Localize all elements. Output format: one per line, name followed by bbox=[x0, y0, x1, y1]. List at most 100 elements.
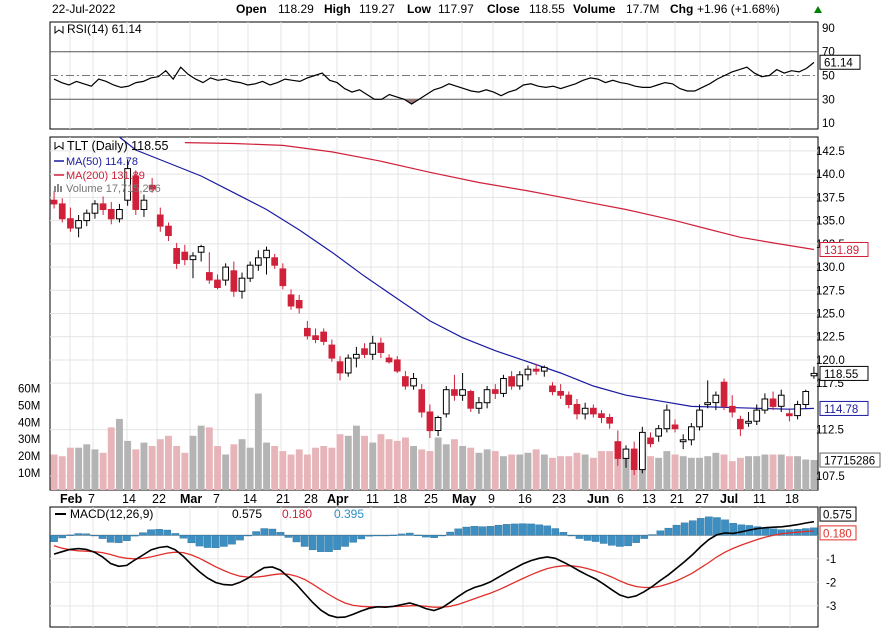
volume-bar bbox=[246, 447, 254, 490]
candle-body bbox=[263, 249, 270, 259]
macd-histogram-bar bbox=[333, 535, 341, 550]
macd-tick-label: -3 bbox=[826, 601, 836, 613]
volume-bar bbox=[671, 454, 679, 490]
candle-body bbox=[671, 424, 679, 430]
quote-volume-label: Volume bbox=[573, 2, 616, 16]
price-tick-label: 140.0 bbox=[816, 169, 845, 181]
candle-body bbox=[255, 257, 262, 266]
volume-bar bbox=[140, 442, 148, 490]
candle-body bbox=[712, 394, 720, 404]
volume-bar bbox=[434, 437, 442, 490]
price-panel-icon bbox=[54, 142, 64, 150]
candle-body bbox=[140, 199, 148, 210]
macd-histogram-bar bbox=[729, 523, 737, 536]
volume-bar bbox=[573, 452, 581, 490]
volume-bar bbox=[459, 446, 467, 490]
macd-histogram-bar bbox=[543, 525, 551, 536]
quote-volume: 17.7M bbox=[626, 2, 659, 16]
candle-body bbox=[442, 389, 450, 415]
candle-body bbox=[214, 279, 221, 289]
quote-high: 119.27 bbox=[359, 2, 395, 16]
macd-histogram-bar bbox=[632, 535, 640, 543]
x-axis-label: 11 bbox=[366, 492, 379, 506]
macd-histogram-bar bbox=[211, 535, 220, 548]
volume-bar bbox=[230, 444, 238, 490]
macd-signal-line bbox=[53, 530, 815, 608]
macd-histogram-bar bbox=[567, 535, 576, 537]
candle-body bbox=[761, 398, 769, 411]
candle-body bbox=[483, 389, 491, 404]
macd-histogram-bar bbox=[713, 517, 721, 536]
volume-bar bbox=[679, 456, 687, 490]
candle-body bbox=[549, 385, 556, 393]
macd-histogram-bar bbox=[82, 533, 91, 536]
volume-bar bbox=[116, 418, 123, 490]
volume-bar bbox=[426, 451, 434, 490]
candle-body bbox=[402, 376, 409, 387]
legend-volume-icon bbox=[57, 184, 59, 192]
macd-histogram-bar bbox=[470, 526, 479, 536]
x-axis-label: May bbox=[452, 492, 476, 506]
candle-body bbox=[500, 378, 507, 394]
candle-body bbox=[573, 404, 581, 415]
macd-histogram-bar bbox=[688, 520, 697, 536]
macd-histogram-bar bbox=[236, 535, 244, 541]
x-axis-label: 27 bbox=[695, 492, 709, 506]
candle-body bbox=[679, 439, 687, 443]
macd-histogram-bar bbox=[341, 535, 349, 547]
candle-body bbox=[181, 251, 189, 261]
x-axis-label: 7 bbox=[88, 492, 95, 506]
macd-histogram-bar bbox=[640, 535, 649, 539]
volume-bar bbox=[737, 457, 744, 490]
volume-bar bbox=[483, 449, 491, 490]
quote-low: 117.97 bbox=[438, 2, 474, 16]
candle-body bbox=[614, 441, 622, 459]
volume-bar bbox=[442, 444, 450, 490]
rsi-tick-label: 90 bbox=[822, 23, 835, 35]
candle-body bbox=[491, 389, 499, 394]
volume-tick-label: 10M bbox=[18, 468, 40, 480]
candle-body bbox=[197, 246, 205, 253]
macd-histogram-bar bbox=[519, 523, 527, 536]
candle-body bbox=[361, 348, 368, 355]
price-tick-label: 120.0 bbox=[816, 355, 845, 367]
volume-bar bbox=[418, 449, 426, 490]
candle-body bbox=[704, 402, 711, 406]
candle-body bbox=[737, 418, 744, 430]
legend-volume-icon bbox=[54, 186, 56, 192]
x-axis-label: 14 bbox=[122, 492, 136, 506]
x-axis-label: Jul bbox=[720, 492, 738, 506]
price-tick-label: 137.5 bbox=[816, 192, 845, 204]
volume-bar bbox=[802, 459, 810, 490]
volume-bar bbox=[91, 449, 99, 490]
x-axis-label: 11 bbox=[753, 492, 766, 506]
volume-bar bbox=[271, 446, 279, 490]
volume-value-box bbox=[819, 452, 881, 468]
price-tick-label: 135.0 bbox=[816, 216, 845, 228]
candle-body bbox=[320, 331, 327, 342]
volume-bar bbox=[786, 456, 793, 490]
macd-histogram-bar bbox=[300, 535, 309, 547]
macd-current-value: 0.575 bbox=[823, 510, 852, 522]
macd-histogram-bar bbox=[260, 528, 269, 536]
volume-bar bbox=[540, 454, 548, 490]
macd-histogram-bar bbox=[599, 535, 608, 544]
macd-histogram-bar bbox=[559, 532, 568, 536]
macd-histogram-bar bbox=[373, 535, 382, 537]
volume-bar bbox=[810, 460, 818, 490]
candle-body bbox=[67, 218, 74, 229]
volume-bar bbox=[312, 447, 319, 490]
volume-tick-label: 30M bbox=[18, 434, 40, 446]
candle-body bbox=[91, 203, 99, 214]
candle-body bbox=[647, 437, 654, 445]
candle-body bbox=[451, 389, 458, 396]
x-axis-label: 18 bbox=[393, 492, 407, 506]
macd-histogram-bar bbox=[147, 529, 155, 536]
macd-legend-label: 0.180 bbox=[282, 507, 312, 521]
macd-histogram-bar bbox=[664, 527, 673, 536]
candle-body bbox=[328, 344, 336, 359]
quote-chg-label: Chg bbox=[670, 2, 693, 16]
ma200-line bbox=[184, 142, 814, 251]
ma50-value: 114.78 bbox=[824, 404, 858, 416]
quote-chg: +1.96 (+1.68%) bbox=[697, 2, 780, 16]
